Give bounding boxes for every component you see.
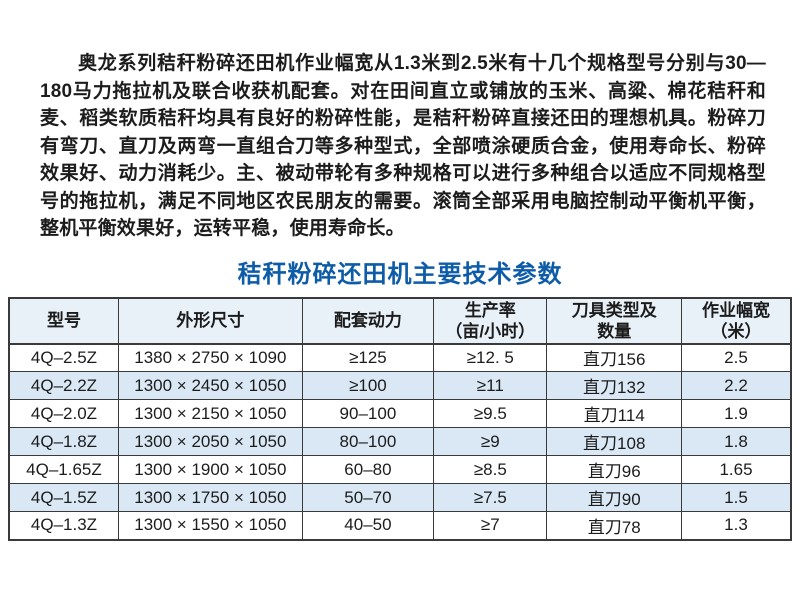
cell-dimensions: 1300 × 1550 × 1050 xyxy=(117,511,303,540)
cell-model: 4Q–1.5Z xyxy=(8,483,119,512)
cell-model: 4Q–1.8Z xyxy=(8,427,119,456)
cell-power: 80–100 xyxy=(301,427,435,456)
header-row: 型号 外形尺寸 配套动力 生产率 （亩/小时） 刀具类型及 数量 作业幅宽 （米… xyxy=(8,297,792,345)
header-model: 型号 xyxy=(8,297,119,345)
cell-blade-type: 直刀108 xyxy=(546,427,682,456)
cell-dimensions: 1300 × 2150 × 1050 xyxy=(117,399,303,428)
cell-productivity: ≥9 xyxy=(433,427,548,456)
cell-productivity: ≥9.5 xyxy=(433,399,548,428)
cell-model: 4Q–1.3Z xyxy=(8,511,119,540)
cell-blade-type: 直刀90 xyxy=(546,483,682,512)
table-row: 4Q–2.2Z 1300 × 2450 × 1050 ≥100 ≥11 直刀13… xyxy=(8,371,792,400)
table-row: 4Q–1.65Z 1300 × 1900 × 1050 60–80 ≥8.5 直… xyxy=(8,455,792,484)
cell-productivity: ≥7.5 xyxy=(433,483,548,512)
cell-work-width: 2.2 xyxy=(680,371,792,400)
table-row: 4Q–1.3Z 1300 × 1550 × 1050 40–50 ≥7 直刀78… xyxy=(8,511,792,540)
cell-blade-type: 直刀156 xyxy=(546,343,682,372)
cell-productivity: ≥7 xyxy=(433,511,548,540)
table-row: 4Q–1.5Z 1300 × 1750 × 1050 50–70 ≥7.5 直刀… xyxy=(8,483,792,512)
cell-power: 90–100 xyxy=(301,399,435,428)
cell-work-width: 1.3 xyxy=(680,511,792,540)
cell-model: 4Q–2.0Z xyxy=(8,399,119,428)
table-row: 4Q–1.8Z 1300 × 2050 × 1050 80–100 ≥9 直刀1… xyxy=(8,427,792,456)
cell-power: 40–50 xyxy=(301,511,435,540)
cell-work-width: 1.5 xyxy=(680,483,792,512)
specs-table: 型号 外形尺寸 配套动力 生产率 （亩/小时） 刀具类型及 数量 作业幅宽 （米… xyxy=(8,296,792,541)
header-power: 配套动力 xyxy=(301,297,435,345)
cell-work-width: 1.9 xyxy=(680,399,792,428)
cell-productivity: ≥8.5 xyxy=(433,455,548,484)
cell-model: 4Q–1.65Z xyxy=(8,455,119,484)
cell-blade-type: 直刀132 xyxy=(546,371,682,400)
cell-power: ≥100 xyxy=(301,371,435,400)
header-dimensions: 外形尺寸 xyxy=(117,297,303,345)
cell-productivity: ≥11 xyxy=(433,371,548,400)
header-productivity: 生产率 （亩/小时） xyxy=(433,297,548,345)
cell-blade-type: 直刀114 xyxy=(546,399,682,428)
cell-productivity: ≥12. 5 xyxy=(433,343,548,372)
cell-work-width: 1.65 xyxy=(680,455,792,484)
table-title: 秸秆粉碎还田机主要技术参数 xyxy=(237,260,563,288)
cell-work-width: 1.8 xyxy=(680,427,792,456)
table-row: 4Q–2.5Z 1380 × 2750 × 1090 ≥125 ≥12. 5 直… xyxy=(8,343,792,372)
cell-blade-type: 直刀96 xyxy=(546,455,682,484)
table-body: 4Q–2.5Z 1380 × 2750 × 1090 ≥125 ≥12. 5 直… xyxy=(8,343,792,540)
cell-blade-type: 直刀78 xyxy=(546,511,682,540)
cell-power: 60–80 xyxy=(301,455,435,484)
cell-dimensions: 1300 × 1900 × 1050 xyxy=(117,455,303,484)
header-blade-type: 刀具类型及 数量 xyxy=(546,297,682,345)
cell-model: 4Q–2.5Z xyxy=(8,343,119,372)
cell-model: 4Q–2.2Z xyxy=(8,371,119,400)
header-work-width: 作业幅宽 （米） xyxy=(680,297,792,345)
table-row: 4Q–2.0Z 1300 × 2150 × 1050 90–100 ≥9.5 直… xyxy=(8,399,792,428)
cell-dimensions: 1300 × 1750 × 1050 xyxy=(117,483,303,512)
cell-power: ≥125 xyxy=(301,343,435,372)
cell-dimensions: 1380 × 2750 × 1090 xyxy=(117,343,303,372)
table-header: 型号 外形尺寸 配套动力 生产率 （亩/小时） 刀具类型及 数量 作业幅宽 （米… xyxy=(8,297,792,345)
intro-paragraph: 奥龙系列秸秆粉碎还田机作业幅宽从1.3米到2.5米有十几个规格型号分别与30—1… xyxy=(40,53,766,239)
cell-work-width: 2.5 xyxy=(680,343,792,372)
cell-dimensions: 1300 × 2050 × 1050 xyxy=(117,427,303,456)
cell-power: 50–70 xyxy=(301,483,435,512)
cell-dimensions: 1300 × 2450 × 1050 xyxy=(117,371,303,400)
